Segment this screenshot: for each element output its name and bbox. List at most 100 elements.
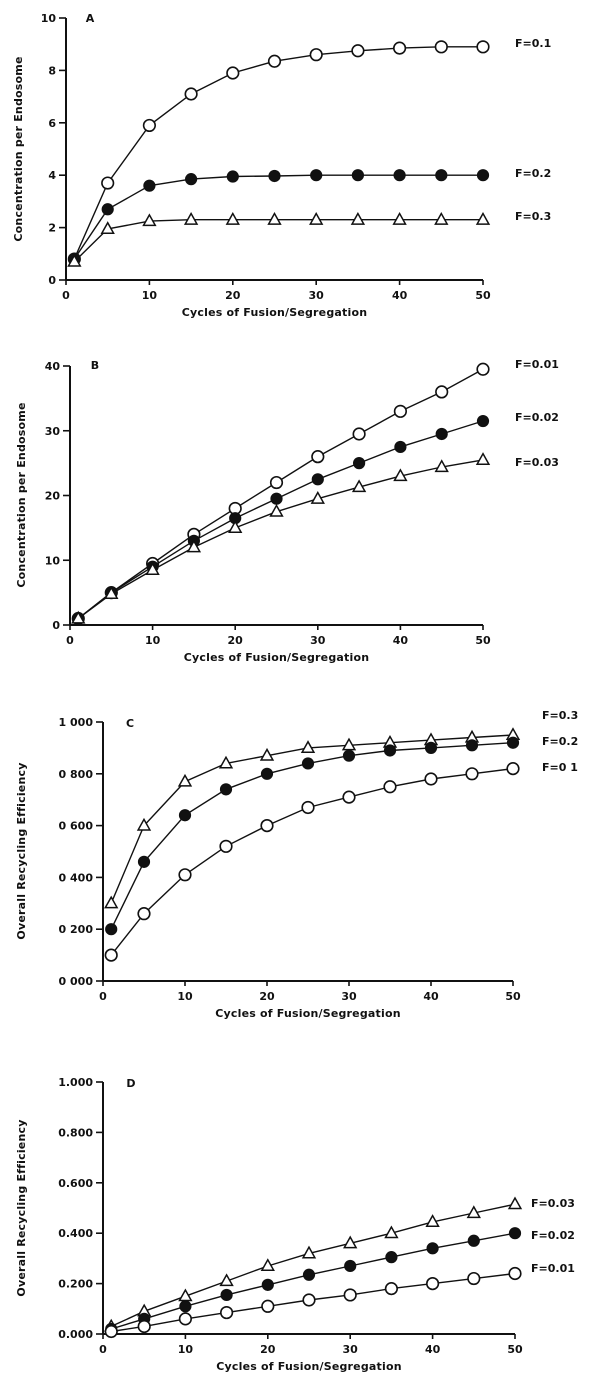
data-point [145, 562, 160, 576]
data-point [179, 1300, 192, 1313]
y-tick-label: 8 [48, 64, 56, 77]
y-tick-label: 0.400 [58, 1227, 93, 1240]
y-tick-label: 0 200 [59, 923, 94, 936]
data-point [300, 740, 316, 753]
data-point [220, 1305, 234, 1320]
data-point [137, 907, 151, 921]
y-tick-label: 2 [48, 222, 56, 235]
data-point [269, 475, 284, 490]
data-point [426, 1242, 439, 1255]
series-circle-open [104, 762, 520, 962]
data-point [301, 1245, 317, 1259]
x-tick-label: 20 [225, 289, 241, 302]
data-point [267, 212, 282, 225]
x-tick-label: 10 [145, 634, 161, 647]
data-point [142, 213, 157, 227]
data-point [434, 212, 449, 225]
series-label: F=0.01 [531, 1262, 575, 1275]
x-tick-label: 50 [475, 289, 491, 302]
data-point [136, 817, 152, 831]
y-tick-label: 0.000 [58, 1328, 93, 1341]
x-tick-label: 20 [228, 634, 244, 647]
x-tick-label: 30 [343, 1343, 359, 1356]
data-point [475, 452, 491, 465]
data-point [506, 762, 520, 776]
data-point [219, 839, 233, 853]
data-point [384, 1225, 399, 1239]
series-label: F=0.2 [515, 167, 551, 180]
series-triangle-open [71, 452, 491, 624]
data-point [476, 414, 490, 428]
series-label: F=0.3 [542, 709, 578, 722]
data-point [101, 203, 114, 216]
y-axis-title: Concentration per Endosome [15, 402, 28, 587]
x-tick-label: 0 [66, 634, 74, 647]
data-point [178, 1312, 192, 1326]
series-label: F=0.03 [515, 456, 559, 469]
data-point [186, 539, 202, 553]
data-point [220, 1288, 233, 1302]
data-point [424, 772, 438, 786]
series-circle-open [71, 362, 490, 626]
y-tick-label: 0 [52, 619, 60, 632]
data-point [351, 169, 364, 182]
data-point [268, 169, 281, 183]
data-point [185, 173, 198, 186]
x-axis-title: Cycles of Fusion/Segregation [216, 1360, 402, 1373]
y-axis-title: Overall Recycling Efficiency [15, 1119, 28, 1296]
series-circle-filled [72, 414, 490, 625]
y-tick-label: 30 [45, 425, 61, 438]
x-tick-label: 0 [99, 1343, 107, 1356]
data-point [184, 87, 198, 101]
series-label: F=0.1 [515, 37, 551, 50]
series-line [73, 46, 483, 260]
series-label: F=0.2 [542, 735, 578, 748]
data-point [353, 457, 366, 470]
y-tick-label: 0 600 [59, 820, 94, 833]
series-line [77, 368, 484, 620]
y-tick-label: 1 000 [59, 716, 94, 729]
data-point [302, 1293, 316, 1307]
data-point [269, 503, 284, 517]
y-tick-label: 4 [48, 169, 56, 182]
data-point [301, 800, 315, 815]
panel-letter: B [91, 359, 99, 372]
data-point [465, 739, 479, 752]
y-tick-label: 0.600 [58, 1177, 93, 1190]
data-point [392, 212, 407, 225]
y-tick-label: 0 000 [59, 975, 94, 988]
x-tick-label: 40 [393, 634, 409, 647]
x-tick-label: 30 [309, 289, 325, 302]
data-point [342, 790, 356, 804]
data-point [352, 427, 366, 441]
x-tick-label: 30 [310, 634, 326, 647]
data-point [100, 221, 115, 234]
y-tick-label: 1.000 [58, 1076, 93, 1089]
data-point [434, 459, 449, 473]
x-tick-label: 10 [178, 1343, 194, 1356]
data-point [350, 212, 366, 225]
data-point [383, 780, 397, 794]
chart-panel-c: 0 000 0 200 0 400 0 600 0 800 1 000 0 10 20 30 40 5… [15, 709, 578, 1020]
data-point [219, 1273, 234, 1287]
y-tick-label: 0.800 [58, 1126, 93, 1139]
data-point [476, 169, 490, 182]
y-tick-label: 0 [48, 274, 56, 287]
series-label: F=0.02 [531, 1229, 575, 1242]
data-point [435, 427, 448, 441]
data-point [476, 40, 490, 54]
data-point [465, 767, 479, 781]
data-point [393, 169, 406, 182]
data-point [351, 479, 367, 493]
series-label: F=0.02 [515, 411, 559, 424]
data-point [104, 948, 118, 962]
series-circle-open [104, 1266, 522, 1339]
series-circle-filled [68, 169, 490, 266]
data-point [218, 755, 234, 769]
series-line [110, 1203, 516, 1328]
series-circle-filled [105, 736, 520, 936]
data-point [508, 1227, 522, 1240]
data-point [104, 586, 119, 600]
data-point [310, 169, 323, 182]
